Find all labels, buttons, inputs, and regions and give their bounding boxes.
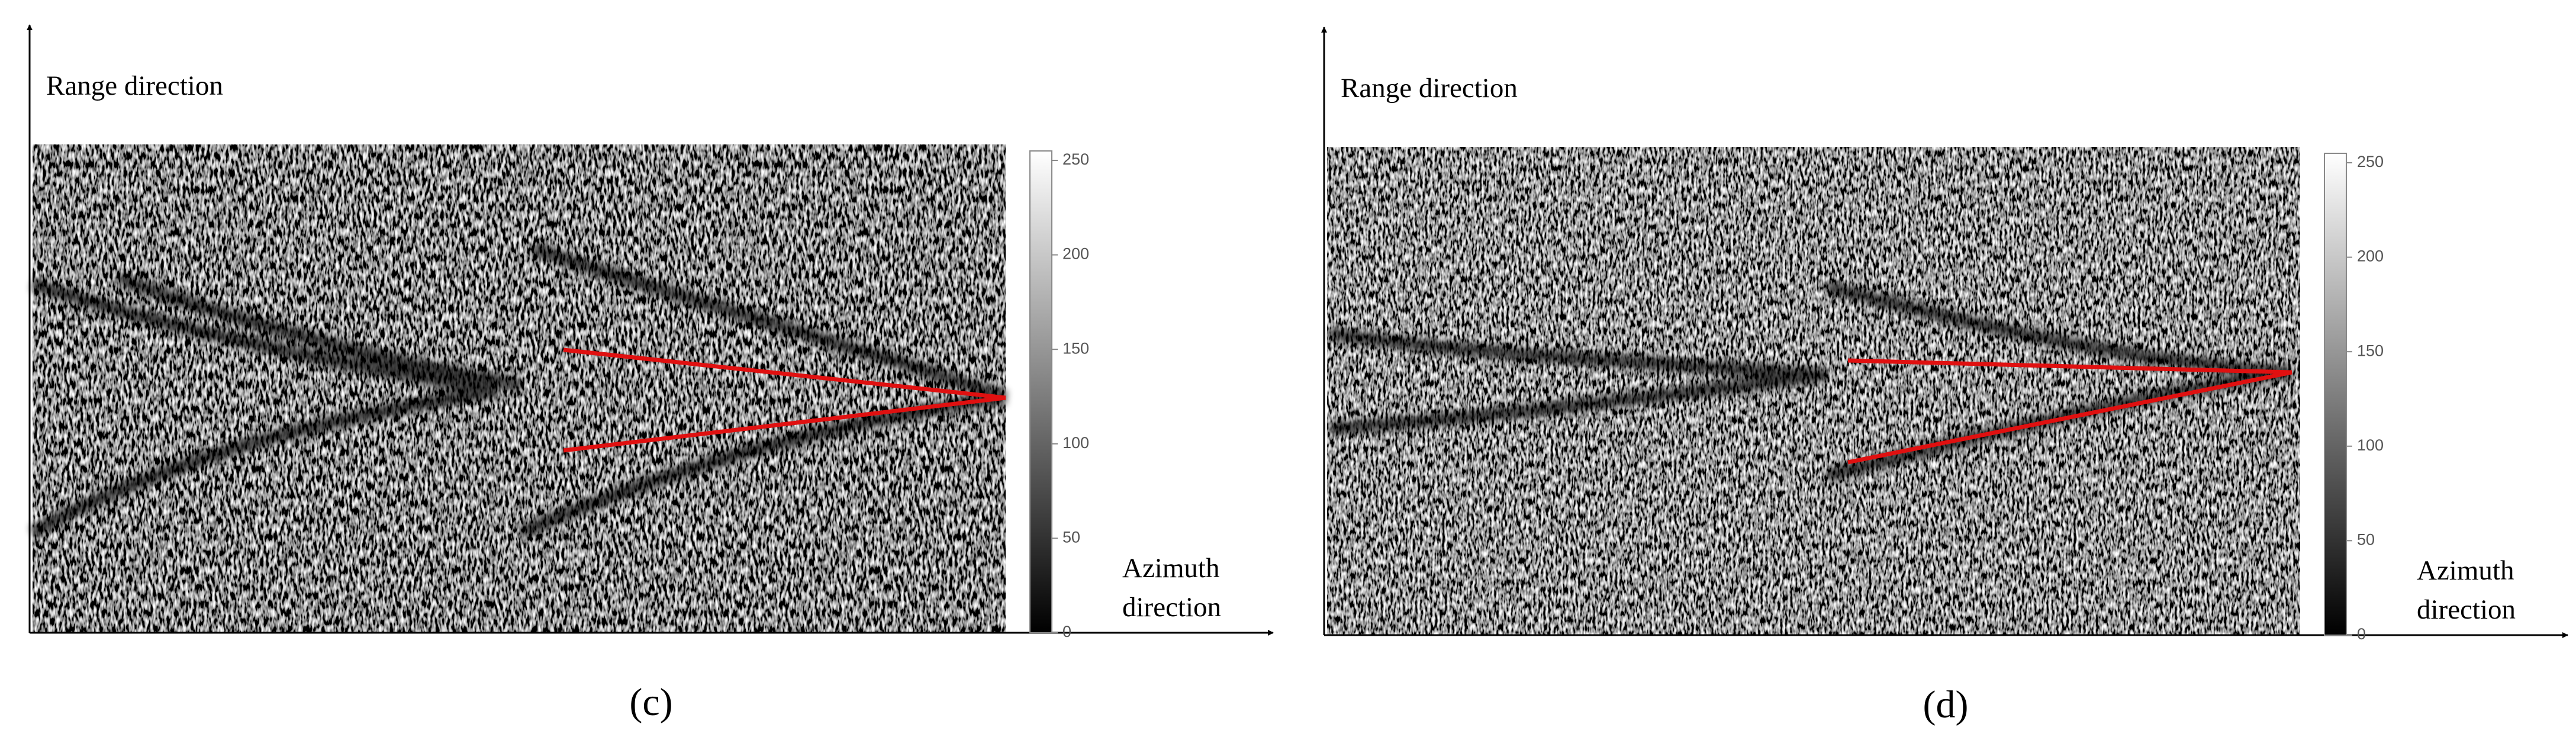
panel: Range direction Azimuth direction (c) 0 50 100… <box>27 24 1274 724</box>
colorbar-tick-label: 100 <box>2357 436 2384 454</box>
x-axis-label: Azimuth <box>1122 553 1219 584</box>
streak <box>530 242 1008 404</box>
colorbar-tick-label: 50 <box>1062 529 1080 546</box>
streak <box>116 272 522 391</box>
y-axis-label: Range direction <box>46 70 223 101</box>
streak <box>30 278 498 397</box>
colorbar-tick-label: 0 <box>1062 623 1071 640</box>
colorbar-tick-label: 250 <box>1062 150 1089 168</box>
red-line <box>1847 370 2292 465</box>
caption: (d) <box>1923 683 1969 726</box>
streak <box>29 384 498 539</box>
colorbar-tick-label: 250 <box>2357 153 2384 170</box>
caption: (c) <box>629 681 672 724</box>
colorbar-tick-label: 200 <box>2357 247 2384 265</box>
streak <box>1825 280 2292 379</box>
red-line <box>563 347 1006 400</box>
red-line <box>1847 358 2292 375</box>
panel: Range direction Azimuth direction (d) 0 50 100… <box>1321 27 2568 726</box>
streaks <box>1329 280 2293 482</box>
y-axis-label: Range direction <box>1341 73 1518 104</box>
x-axis-label: direction <box>2417 594 2516 625</box>
streaks <box>29 242 1008 539</box>
colorbar-tick-label: 0 <box>2357 625 2366 643</box>
colorbar-tick-label: 50 <box>2357 531 2375 549</box>
colorbar <box>1029 150 1052 633</box>
colorbar-tick-label: 100 <box>1062 434 1089 452</box>
colorbar-tick-label: 200 <box>1062 245 1089 263</box>
streak <box>1329 327 1828 382</box>
x-axis-label: Azimuth <box>2417 555 2514 586</box>
streak <box>1329 369 1828 435</box>
colorbar <box>2324 153 2347 636</box>
streak <box>1825 366 2293 482</box>
red-line <box>563 395 1006 453</box>
x-axis-label: direction <box>1122 592 1221 623</box>
sar-image <box>1327 147 2300 635</box>
colorbar-tick-label: 150 <box>2357 342 2384 359</box>
colorbar-tick-label: 150 <box>1062 339 1089 357</box>
